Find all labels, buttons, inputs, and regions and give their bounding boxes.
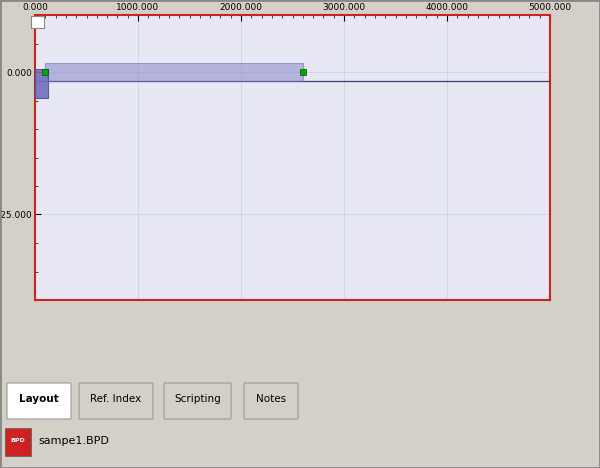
Text: Ref. Index: Ref. Index — [91, 394, 142, 404]
FancyBboxPatch shape — [244, 383, 298, 419]
Bar — [46, 64, 303, 80]
FancyBboxPatch shape — [79, 383, 153, 419]
Text: sampe1.BPD: sampe1.BPD — [38, 436, 109, 446]
Bar — [35, 69, 49, 98]
Text: Scripting: Scripting — [174, 394, 221, 404]
Text: Layout: Layout — [19, 394, 59, 404]
FancyBboxPatch shape — [7, 383, 71, 419]
Text: BPD: BPD — [11, 439, 25, 444]
FancyBboxPatch shape — [5, 428, 31, 456]
FancyBboxPatch shape — [164, 383, 231, 419]
Text: Notes: Notes — [256, 394, 286, 404]
